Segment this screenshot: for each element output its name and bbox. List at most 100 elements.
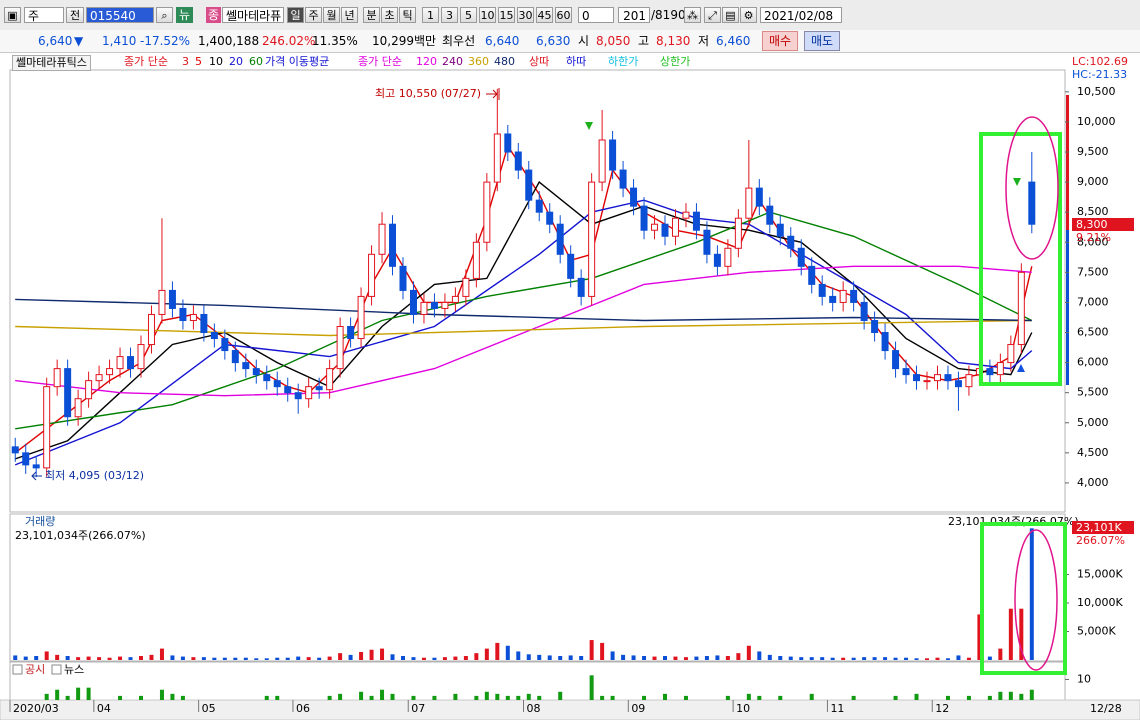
- candle-body: [850, 289, 858, 303]
- candle-body: [766, 205, 774, 225]
- candle-body: [661, 223, 669, 237]
- icon-button[interactable]: ⁂: [684, 7, 701, 23]
- stock-badge[interactable]: 종: [206, 7, 221, 23]
- moving-average-line: [14, 199, 1033, 466]
- period-button[interactable]: 주: [305, 7, 322, 23]
- bar: [159, 648, 164, 660]
- legend-item: 상따: [529, 55, 550, 68]
- current-volume-rate: 266.07%: [1076, 534, 1125, 547]
- bar: [1019, 693, 1024, 700]
- legend-item: 120: [416, 55, 437, 68]
- bar: [390, 654, 395, 660]
- sell-button[interactable]: 매도: [804, 31, 841, 51]
- candle-body: [472, 241, 480, 279]
- bar: [359, 652, 364, 660]
- bar: [139, 695, 143, 700]
- candle-body: [514, 151, 522, 171]
- legend-item: 3: [182, 55, 189, 68]
- bar: [65, 695, 70, 700]
- bar: [442, 657, 447, 660]
- checkbox[interactable]: [12, 664, 23, 675]
- candle-body: [430, 301, 438, 309]
- bar: [851, 657, 856, 660]
- interval-button[interactable]: 5: [460, 7, 477, 23]
- buy-button[interactable]: 매수: [762, 31, 799, 51]
- bar: [746, 645, 751, 660]
- icon-button[interactable]: ▣: [4, 7, 21, 23]
- candle-body: [965, 374, 973, 388]
- bar: [642, 656, 647, 660]
- interval-button[interactable]: 10: [479, 7, 496, 23]
- candle-body: [651, 223, 659, 231]
- interval-button[interactable]: 30: [517, 7, 534, 23]
- period-button[interactable]: 분: [363, 7, 380, 23]
- period-button[interactable]: 월: [323, 7, 340, 23]
- code-input[interactable]: 015540: [86, 7, 154, 23]
- x-tick-label: 2020/03: [13, 702, 59, 715]
- candle-body: [881, 332, 889, 352]
- bar: [589, 675, 594, 700]
- search-button[interactable]: ⌕: [156, 7, 173, 23]
- x-tick-label: 11: [830, 702, 844, 715]
- bar: [558, 656, 563, 660]
- interval-button[interactable]: 3: [441, 7, 458, 23]
- candle-body: [996, 362, 1004, 376]
- range-input[interactable]: 201: [618, 7, 650, 23]
- y-tick-label: 5,000: [1077, 416, 1109, 429]
- interval-button[interactable]: 15: [498, 7, 515, 23]
- candle-body: [221, 338, 229, 352]
- period-button[interactable]: 초: [381, 7, 398, 23]
- candle-body: [74, 398, 82, 418]
- icon-button[interactable]: ▤: [722, 7, 739, 23]
- period-button[interactable]: 틱: [399, 7, 416, 23]
- icon-button[interactable]: ⤢: [704, 7, 721, 23]
- candle-body: [671, 217, 679, 237]
- candle-body: [588, 181, 596, 297]
- volume-title: 거래량: [25, 515, 55, 528]
- bar: [987, 695, 992, 700]
- bar: [663, 693, 667, 700]
- y-tick-label: 4,000: [1077, 476, 1109, 489]
- bar: [380, 689, 385, 700]
- date-input[interactable]: 2021/02/08: [760, 7, 842, 23]
- current-volume-label: 23,101K: [1076, 521, 1122, 534]
- y-tick-label: 8,000: [1077, 235, 1109, 248]
- candle-body: [53, 368, 61, 388]
- market-select[interactable]: 주: [24, 7, 64, 23]
- period-button[interactable]: 일: [287, 7, 304, 23]
- highlight-box: [979, 132, 1062, 386]
- current-price-box: [1072, 218, 1134, 231]
- volume-ratio: 246.02%: [262, 34, 316, 48]
- candle-body: [106, 368, 114, 376]
- checkbox[interactable]: [51, 664, 62, 675]
- bar: [652, 656, 657, 660]
- bar: [159, 689, 164, 700]
- y-tick-label: 5,000K: [1077, 625, 1116, 638]
- interval-button[interactable]: 1: [422, 7, 439, 23]
- bar: [914, 693, 919, 700]
- bar: [998, 648, 1003, 660]
- bar: [925, 658, 929, 660]
- bar: [453, 656, 458, 660]
- count-input[interactable]: 0: [578, 7, 614, 23]
- bar: [243, 657, 248, 660]
- icon-button[interactable]: ⚙: [740, 7, 757, 23]
- bar: [547, 655, 552, 660]
- interval-button[interactable]: 60: [555, 7, 572, 23]
- news-badge[interactable]: 뉴: [176, 7, 193, 23]
- period-button[interactable]: 년: [341, 7, 358, 23]
- bar: [55, 654, 60, 660]
- bar: [516, 695, 521, 700]
- bar: [86, 687, 91, 700]
- bar: [505, 645, 510, 660]
- bar: [1008, 608, 1013, 660]
- candle-body: [127, 356, 135, 370]
- candle-body: [441, 301, 449, 309]
- interval-button[interactable]: 45: [536, 7, 553, 23]
- price-panel: [9, 69, 1066, 513]
- volume-subtitle-right: 23,101,034주(266.07%): [948, 515, 1079, 528]
- prev-button[interactable]: 전: [66, 7, 84, 23]
- bar: [285, 657, 290, 660]
- bar: [600, 695, 605, 700]
